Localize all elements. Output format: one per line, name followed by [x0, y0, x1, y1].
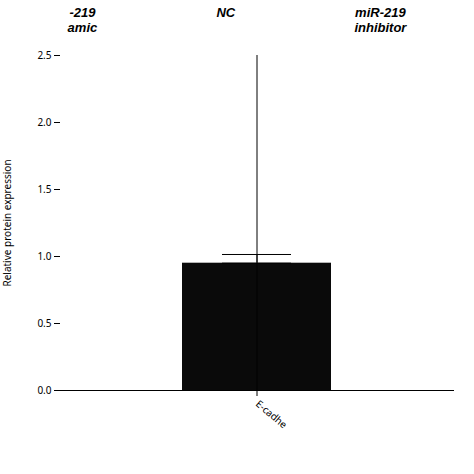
svg-text:2.0: 2.0	[37, 115, 51, 129]
svg-text:1.0: 1.0	[37, 249, 51, 263]
html-text:miR-219 inhibitor: miR-219 inhibitor	[354, 5, 407, 35]
svg-text:E-cadhe: E-cadhe	[253, 396, 291, 431]
svg-text:Relative protein expression: Relative protein expression	[0, 159, 14, 286]
svg-text:2.5: 2.5	[37, 48, 51, 62]
html-text:-219 amic: -219 amic	[67, 5, 98, 35]
svg-text:0.5: 0.5	[37, 316, 51, 330]
html-text:NC: NC	[216, 5, 236, 20]
svg-text:1.5: 1.5	[37, 182, 51, 196]
svg-text:0.0: 0.0	[37, 383, 51, 397]
